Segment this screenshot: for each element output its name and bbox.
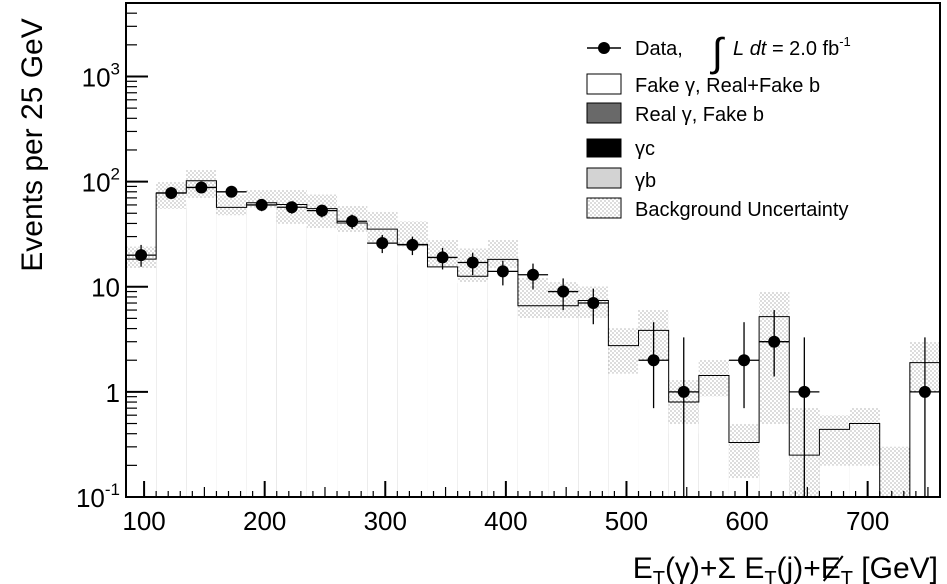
- hist-bar-3-12: [487, 259, 518, 497]
- hist-bar-3-0: [126, 259, 157, 497]
- legend-data-label: Data,: [635, 38, 683, 60]
- data-point-17: [677, 385, 690, 398]
- data-point-10: [436, 251, 449, 264]
- data-point-6: [315, 204, 328, 217]
- data-point-12: [496, 265, 509, 278]
- data-point-0: [135, 249, 148, 262]
- data-point-7: [346, 215, 359, 228]
- hist-bar-3-6: [306, 208, 338, 497]
- hist-bar-3-4: [246, 202, 277, 497]
- uncertainty-band-23: [819, 415, 850, 466]
- y-tick-label-1: 1: [106, 378, 120, 408]
- legend-swatch-fake-gamma: [586, 73, 622, 95]
- x-tick-label-6: 700: [846, 506, 889, 536]
- data-point-19: [768, 335, 781, 348]
- data-point-9: [406, 238, 419, 251]
- y-axis-label: Events per 25 GeV: [16, 18, 49, 271]
- hist-bar-3-14: [548, 305, 579, 497]
- data-point-1: [165, 186, 178, 199]
- legend-label-uncertainty: Background Uncertainty: [635, 199, 848, 221]
- uncertainty-band-19: [698, 360, 729, 397]
- legend-label-gamma-c: γc: [635, 138, 655, 160]
- legend-label-fake-gamma: Fake γ, Real+Fake b: [635, 75, 820, 97]
- hist-bar-3-15: [578, 300, 609, 497]
- hist-bar-3-11: [457, 276, 488, 497]
- data-point-13: [527, 268, 539, 281]
- y-tick-label-2: 10: [91, 273, 120, 303]
- hist-bar-3-10: [427, 266, 458, 497]
- integral-symbol: ∫: [710, 31, 726, 75]
- plot-area: 100 200 300 400 500 600 700 10-1 1 10 102 103: [76, 2, 941, 536]
- uncertainty-band-25: [879, 446, 910, 497]
- met-slash: [822, 555, 844, 582]
- x-tick-label-0: 100: [122, 506, 165, 536]
- legend-swatch-uncertainty: [586, 197, 622, 219]
- uncertainty-band-24: [849, 408, 880, 466]
- y-tick-label-0: 10-1: [76, 480, 120, 513]
- data-point-21: [918, 385, 931, 398]
- legend: Data, ∫ L dt = 2.0 fb-1 Fake γ, Real+Fak…: [586, 31, 851, 221]
- data-point-20: [798, 385, 811, 398]
- data-point-15: [587, 297, 600, 310]
- hist-bar-3-13: [517, 305, 549, 497]
- x-tick-label-5: 600: [725, 506, 768, 536]
- uncertainty-band-20: [728, 423, 760, 479]
- legend-swatch-gamma-c: [586, 138, 622, 158]
- uncertainty-band-3: [216, 194, 247, 216]
- data-point-2: [195, 181, 208, 194]
- x-tick-label-2: 300: [364, 506, 407, 536]
- hist-bar-3-3: [216, 207, 247, 497]
- hist-bar-3-1: [156, 193, 187, 497]
- uncertainty-band-16: [608, 328, 639, 374]
- y-tick-label-4: 103: [82, 59, 120, 92]
- hist-bar-3-7: [337, 222, 368, 498]
- y-tick-label-3: 102: [82, 165, 120, 198]
- data-point-16: [647, 354, 660, 367]
- data-point-18: [738, 354, 751, 367]
- data-point-3: [225, 185, 238, 198]
- x-tick-label-4: 500: [605, 506, 648, 536]
- data-point-8: [376, 237, 389, 250]
- legend-swatch-gamma-b: [586, 167, 622, 189]
- legend-lumi: L dt = 2.0 fb-1: [733, 34, 851, 60]
- hist-bar-3-8: [367, 229, 398, 497]
- legend-label-real-gamma: Real γ, Fake b: [635, 104, 764, 126]
- data-point-11: [466, 256, 479, 269]
- legend-data-marker: [598, 42, 610, 54]
- legend-label-gamma-b: γb: [635, 170, 656, 192]
- x-tick-label-3: 400: [484, 506, 527, 536]
- x-tick-label-1: 200: [243, 506, 286, 536]
- legend-swatch-real-gamma: [586, 102, 622, 124]
- plot-frame: [125, 2, 941, 498]
- hist-bar-3-5: [276, 204, 307, 497]
- hist-bar-3-9: [397, 244, 428, 497]
- x-axis-label: ET(γ)+Σ ET(j)+ET [GeV]: [633, 552, 938, 584]
- data-point-14: [557, 285, 570, 298]
- data-point-5: [285, 201, 298, 214]
- data-point-4: [255, 198, 268, 211]
- hist-bar-3-2: [186, 180, 217, 498]
